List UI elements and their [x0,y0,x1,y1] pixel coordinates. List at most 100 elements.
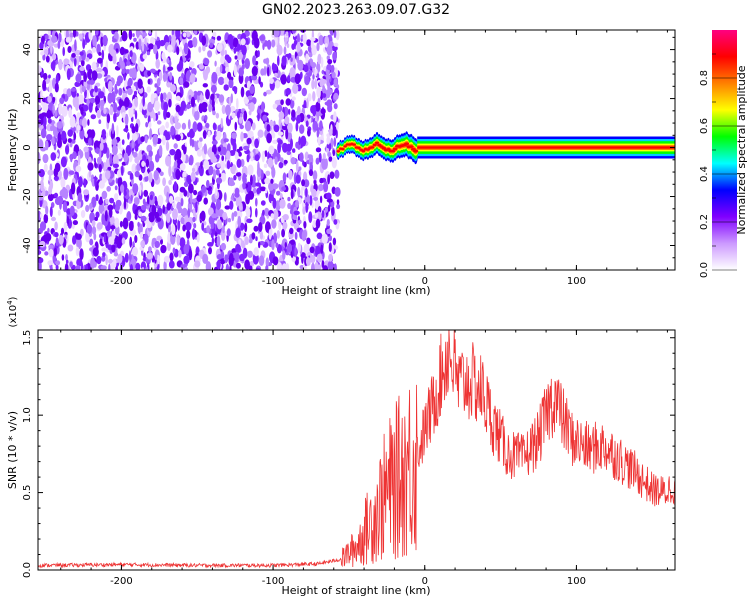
heatmap-noise-cell [43,72,48,80]
heatmap-noise-cell [305,53,309,64]
snr-plot-area [38,330,675,570]
heatmap-noise-cell [70,182,76,195]
heatmap-noise-cell [308,52,313,58]
heatmap-noise-cell [215,99,219,104]
heatmap-noise-cell [189,135,193,147]
heatmap-noise-cell [136,163,141,172]
heatmap-noise-cell [247,190,255,200]
heatmap-noise-cell [208,247,212,255]
heatmap-noise-cell [277,131,284,136]
heatmap-noise-cell [148,214,155,223]
heatmap-noise-cell [109,152,113,165]
heatmap-noise-cell [114,217,120,228]
heatmap-noise-cell [160,92,164,103]
heatmap-ytick-label: 0 [22,144,33,150]
heatmap-noise-cell [276,190,281,196]
heatmap-noise-cell [119,56,123,66]
heatmap-noise-cell [42,153,49,164]
heatmap-noise-cell [113,201,116,210]
heatmap-noise-cell [243,145,250,150]
heatmap-noise-cell [112,163,119,168]
heatmap-noise-cell [147,78,151,85]
heatmap-noise-cell [111,38,117,43]
heatmap-noise-cell [220,117,223,129]
heatmap-noise-cell [188,248,193,261]
heatmap-signal-cell [404,142,410,146]
heatmap-noise-cell [123,152,129,163]
heatmap-noise-cell [243,110,248,122]
heatmap-noise-cell [239,124,244,130]
heatmap-noise-cell [91,226,97,235]
heatmap-noise-cell [146,195,150,205]
heatmap-noise-cell [69,116,76,128]
heatmap-noise-cell [244,58,250,70]
heatmap-noise-cell [154,211,160,219]
heatmap-noise-cell [110,225,116,230]
heatmap-noise-cell [272,209,279,220]
heatmap-noise-cell [110,128,116,141]
heatmap-noise-cell [334,169,340,179]
heatmap-noise-cell [78,33,83,40]
heatmap-noise-cell [280,99,284,106]
heatmap-ylabel: Frequency (Hz) [6,109,19,192]
heatmap-noise-cell [236,158,242,168]
heatmap-noise-cell [274,156,278,165]
heatmap-noise-cell [238,67,244,77]
heatmap-noise-cell [116,125,119,137]
heatmap-noise-cell [326,75,330,87]
heatmap-noise-cell [150,93,155,105]
heatmap-noise-cell [321,210,325,219]
heatmap-noise-cell [162,72,167,83]
heatmap-noise-cell [298,136,302,146]
heatmap-noise-cell [232,37,239,48]
heatmap-noise-cell [321,260,325,269]
heatmap-noise-cell [317,97,321,104]
heatmap-noise-cell [75,73,82,83]
heatmap-noise-cell [205,122,210,129]
heatmap-noise-cell [254,154,260,162]
heatmap-noise-cell [256,167,262,178]
heatmap-noise-cell [150,36,155,45]
heatmap-noise-cell [66,215,70,226]
heatmap-noise-cell [40,212,43,219]
heatmap-noise-cell [259,240,265,246]
heatmap-noise-cell [214,60,217,67]
heatmap-noise-cell [216,163,221,168]
heatmap-noise-cell [154,252,158,261]
heatmap-noise-cell [57,209,61,216]
heatmap-noise-cell [198,30,205,33]
heatmap-noise-cell [282,221,288,230]
heatmap-noise-cell [291,43,296,50]
heatmap-noise-cell [207,130,211,138]
heatmap-noise-cell [210,232,214,239]
heatmap-noise-cell [77,192,83,202]
heatmap-noise-cell [282,250,286,261]
heatmap-noise-cell [266,124,271,132]
heatmap-noise-cell [281,186,286,191]
heatmap-ytick-label: -20 [22,188,33,204]
heatmap-noise-cell [97,57,103,64]
heatmap-noise-cell [123,197,127,210]
heatmap-noise-cell [128,106,134,118]
heatmap-noise-cell [109,263,115,270]
heatmap-noise-cell [140,204,147,211]
heatmap-noise-cell [266,133,272,144]
heatmap-noise-cell [159,171,164,177]
heatmap-noise-cell [87,119,90,126]
heatmap-noise-cell [295,199,299,208]
heatmap-noise-cell [58,234,64,245]
heatmap-noise-cell [176,46,180,56]
heatmap-noise-cell [196,194,202,202]
heatmap-noise-cell [60,156,67,168]
heatmap-noise-cell [215,177,223,184]
heatmap-noise-cell [95,82,101,87]
heatmap-noise-cell [285,186,289,192]
heatmap-noise-cell [170,84,176,93]
heatmap-noise-cell [180,100,186,111]
heatmap-noise-cell [263,163,268,168]
heatmap-noise-cell [54,232,59,238]
heatmap-noise-cell [156,235,162,241]
heatmap-noise-cell [154,240,160,249]
heatmap-noise-cell [248,238,253,244]
